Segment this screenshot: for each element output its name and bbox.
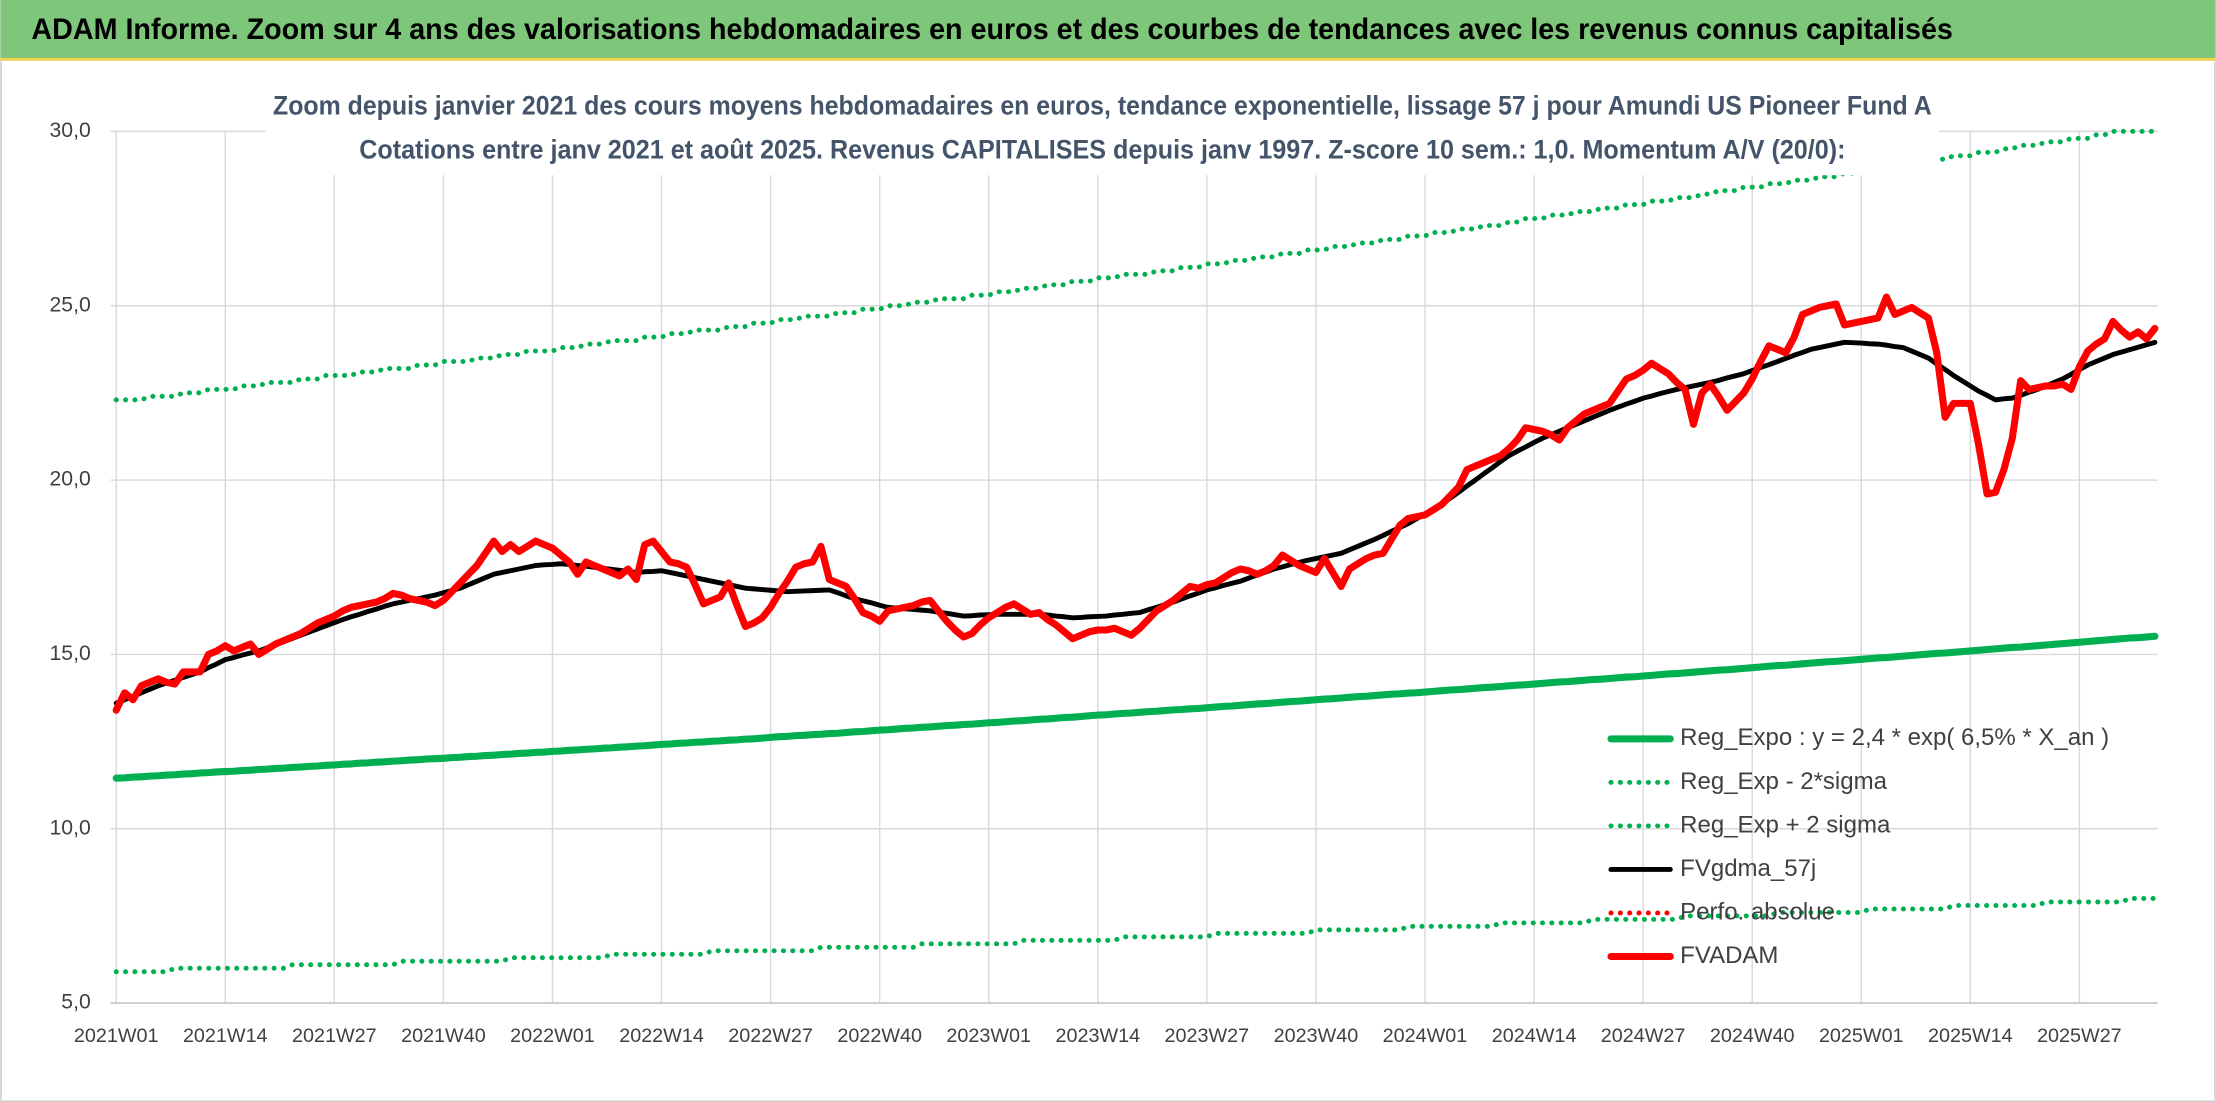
- y-tick-label: 15,0: [50, 642, 91, 665]
- legend-label: FVgdma_57j: [1680, 855, 1816, 882]
- subtitle-box: [265, 81, 1939, 176]
- chart-title: ADAM Informe. Zoom sur 4 ans des valoris…: [31, 13, 1952, 46]
- legend-label: Reg_Exp - 2*sigma: [1680, 768, 1887, 795]
- y-tick-label: 20,0: [50, 468, 91, 491]
- x-tick-label: 2022W14: [619, 1025, 704, 1047]
- y-tick-label: 30,0: [50, 119, 91, 142]
- x-tick-label: 2023W14: [1055, 1025, 1140, 1047]
- x-tick-label: 2023W27: [1165, 1025, 1250, 1047]
- x-tick-label: 2021W01: [74, 1025, 159, 1047]
- x-tick-label: 2024W40: [1710, 1025, 1795, 1047]
- x-tick-label: 2024W27: [1601, 1025, 1686, 1047]
- x-tick-label: 2023W01: [946, 1025, 1031, 1047]
- x-tick-label: 2022W40: [837, 1025, 922, 1047]
- y-tick-label: 5,0: [61, 991, 90, 1014]
- series-line: [113, 128, 2158, 403]
- x-tick-label: 2024W14: [1492, 1025, 1577, 1047]
- x-tick-label: 2021W27: [292, 1025, 377, 1047]
- legend-label: FVADAM: [1680, 942, 1778, 969]
- x-tick-label: 2025W01: [1819, 1025, 1904, 1047]
- series-line: [112, 293, 2159, 714]
- legend-label: Reg_Exp + 2 sigma: [1680, 811, 1891, 838]
- x-tick-label: 2022W01: [510, 1025, 595, 1047]
- title-banner: [0, 0, 2216, 60]
- x-tick-label: 2022W27: [728, 1025, 813, 1047]
- y-tick-label: 25,0: [50, 293, 91, 316]
- chart-subtitle: Zoom depuis janvier 2021 des cours moyen…: [273, 90, 1932, 120]
- series-line: [112, 632, 2159, 782]
- x-tick-label: 2023W40: [1274, 1025, 1359, 1047]
- x-tick-label: 2025W14: [1928, 1025, 2013, 1047]
- x-tick-label: 2021W40: [401, 1025, 486, 1047]
- legend: Reg_Expo : y = 2,4 * exp( 6,5% * X_an ) R…: [1607, 724, 2109, 969]
- plot-area: 5,0 10,0 15,0 20,0 25,0 30,0 2021W01 2021W14 202…: [50, 119, 2159, 1047]
- legend-label: Reg_Expo : y = 2,4 * exp( 6,5% * X_an ): [1680, 724, 2109, 751]
- y-tick-label: 10,0: [50, 816, 91, 839]
- x-tick-label: 2024W01: [1383, 1025, 1468, 1047]
- chart-subtitle: Cotations entre janv 2021 et août 2025. …: [359, 134, 1845, 164]
- x-tick-label: 2025W27: [2037, 1025, 2122, 1047]
- legend-label: Perfo. absolue: [1680, 898, 1835, 925]
- x-tick-label: 2021W14: [183, 1025, 268, 1047]
- series-line: [113, 896, 2158, 975]
